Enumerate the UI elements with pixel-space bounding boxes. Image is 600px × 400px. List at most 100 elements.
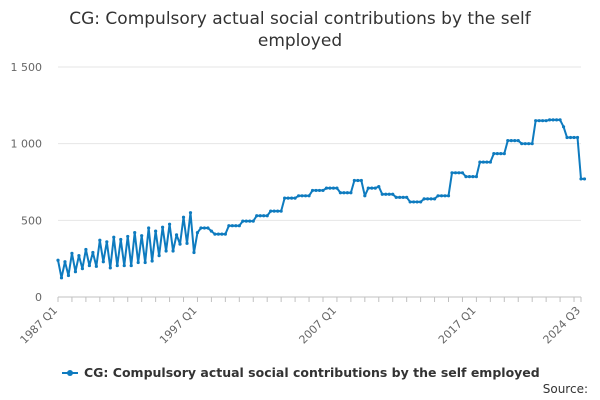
data-point [220,232,224,236]
data-point [56,258,60,262]
data-point [450,171,454,175]
data-point [290,196,294,200]
data-point [150,259,154,263]
data-point [537,119,541,123]
data-point [70,251,74,255]
data-point [551,118,555,122]
legend-line-icon [62,369,78,376]
x-tick-label: 2017 Q1 [436,304,479,347]
data-point [321,188,325,193]
data-point [408,200,412,204]
x-tick-label: 2007 Q1 [297,304,340,347]
data-point [265,214,269,218]
x-tick-label: 1997 Q1 [157,304,200,347]
data-point [192,250,196,255]
data-point [216,232,220,236]
data-point [356,178,360,183]
y-tick-label: 0 [35,291,42,304]
data-point [474,175,478,179]
data-point [272,209,276,213]
data-point [283,196,287,200]
data-point [363,194,367,198]
data-point [185,241,189,245]
data-point [77,254,81,258]
data-point [467,175,472,179]
data-point [523,142,527,146]
data-point [119,237,123,242]
data-point [488,160,492,164]
data-point [499,152,503,156]
data-point [241,219,245,223]
data-point [105,240,109,244]
data-point [314,188,318,193]
chart-title: CG: Compulsory actual social contributio… [69,9,531,51]
data-point [140,234,144,238]
data-point [394,195,398,199]
data-point [530,142,534,146]
data-point [453,171,458,175]
data-point [377,185,381,189]
data-point [534,119,538,123]
legend[interactable]: CG: Compulsory actual social contributio… [62,365,540,380]
data-point [279,209,283,213]
data-point [520,142,524,146]
data-point [122,263,126,268]
data-point [370,186,374,190]
data-point [199,226,203,230]
y-tick-label: 1 500 [11,61,43,74]
data-point [387,192,391,196]
data-point [349,191,353,195]
data-point [129,263,133,268]
data-point [234,224,238,228]
data-point [457,171,461,175]
y-tick-label: 500 [21,214,42,227]
data-point [384,192,388,196]
data-point [460,171,465,175]
data-point [541,119,545,123]
data-point [133,231,137,235]
data-point [579,177,583,181]
data-point [91,250,95,255]
data-point [495,152,499,156]
data-point [345,191,349,195]
data-point [223,232,227,236]
legend-label: CG: Compulsory actual social contributio… [84,365,540,380]
data-point [227,224,231,228]
data-point [366,186,370,190]
data-point [171,249,175,253]
data-point [206,226,210,230]
data-point [73,270,78,274]
data-point [307,194,311,198]
data-point [293,196,297,200]
data-point [391,192,395,196]
data-point [251,219,255,223]
data-point [443,194,447,198]
data-point [335,186,339,190]
data-point [432,197,437,201]
data-point [412,200,416,204]
data-point [303,194,308,198]
data-point [338,191,343,195]
data-point [485,160,489,164]
data-point [94,264,98,268]
data-point [558,118,562,122]
data-point [513,139,517,143]
data-point [405,195,409,199]
data-point [300,194,304,198]
data-point [181,215,186,219]
data-point [422,197,426,201]
data-point [195,231,200,235]
data-point [101,260,105,264]
data-point [464,175,468,179]
data-point [255,214,259,218]
data-point [419,200,423,204]
data-point [136,260,140,265]
data-point [401,195,405,199]
data-point [373,186,377,190]
x-tick-label: 2024 Q3 [541,304,584,347]
data-point [429,197,433,201]
data-point [188,211,193,215]
data-point [230,224,234,228]
data-point [296,194,301,198]
data-point [143,260,147,265]
